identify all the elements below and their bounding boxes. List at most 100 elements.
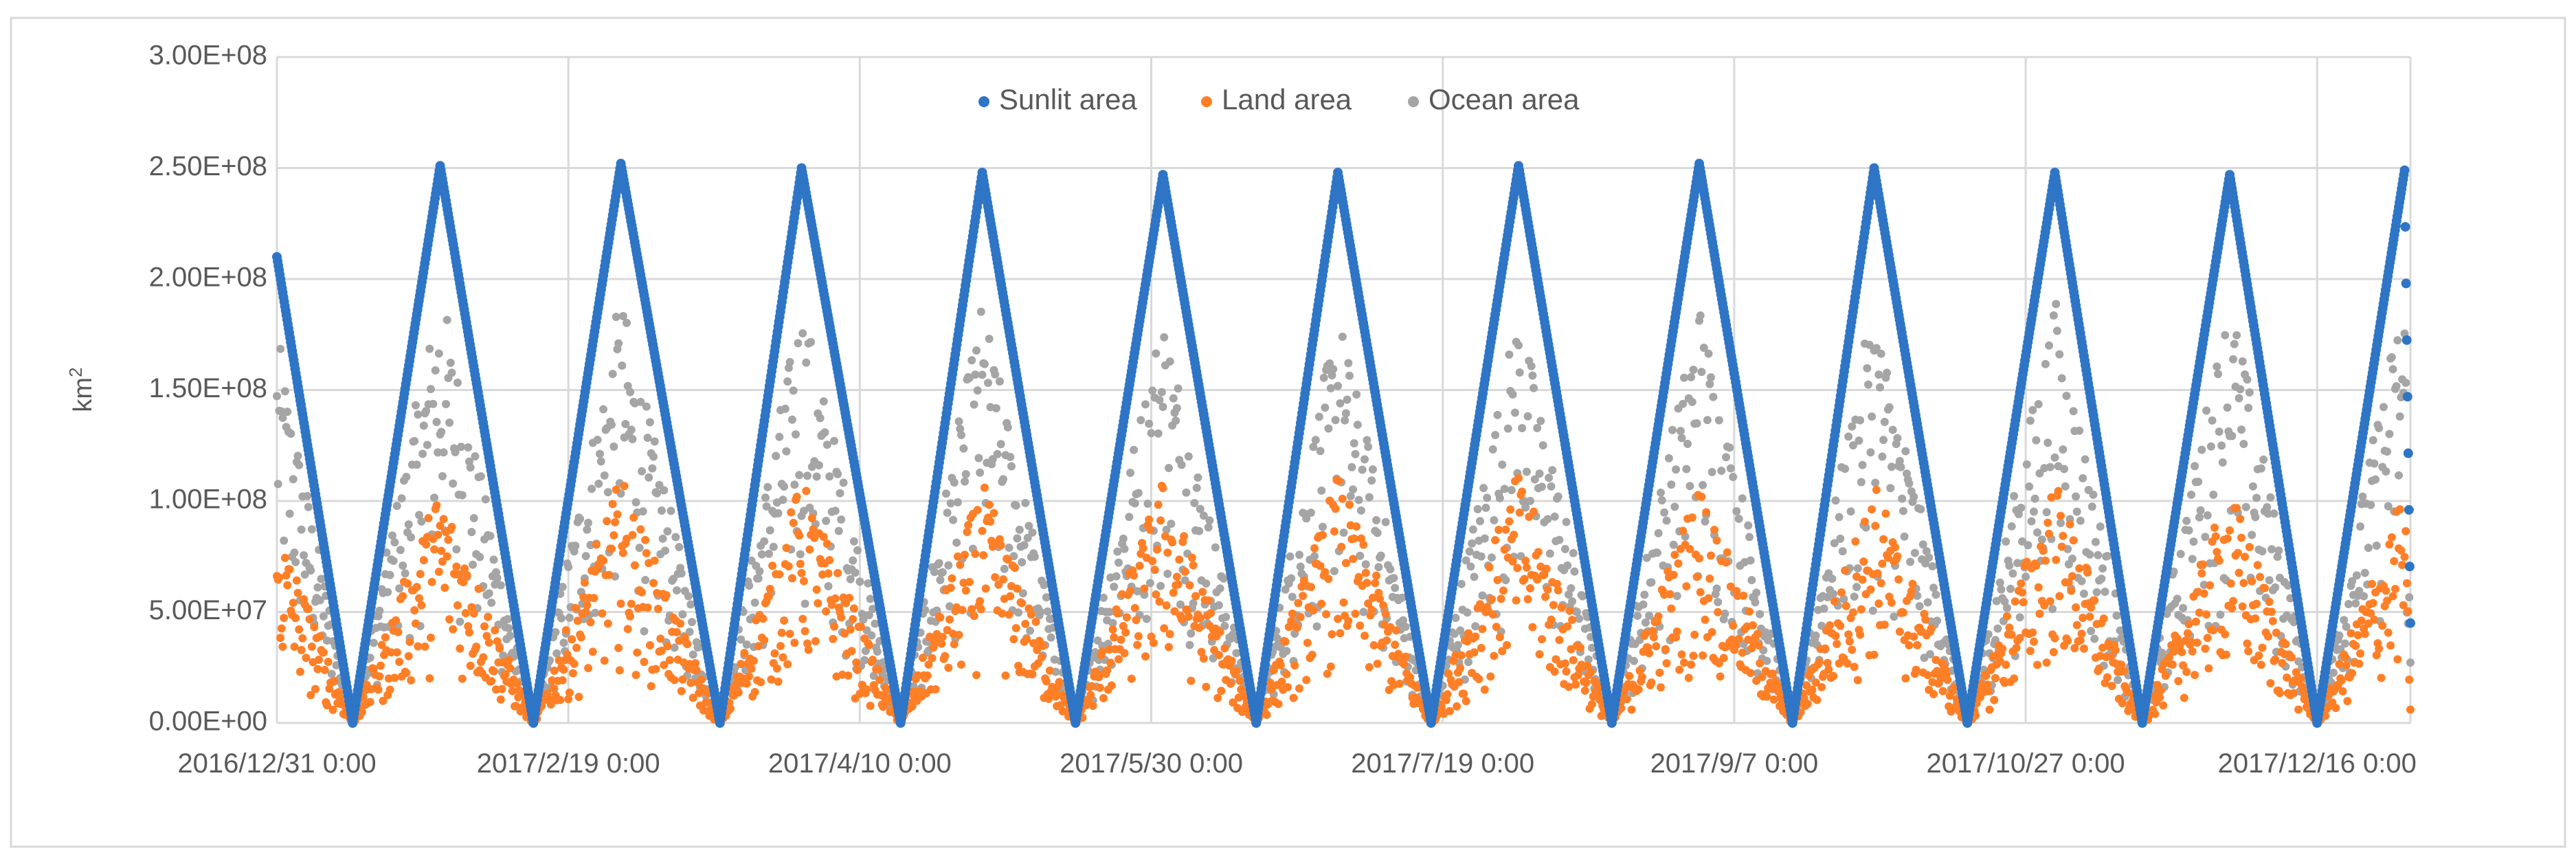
land-area-point (2264, 632, 2272, 641)
ocean-area-point (614, 340, 623, 348)
land-area-point (2267, 608, 2276, 616)
ocean-area-point (2379, 403, 2388, 411)
land-area-point (1174, 580, 1183, 588)
land-area-point (328, 706, 337, 714)
land-area-point (2281, 640, 2289, 648)
ocean-area-point (1166, 357, 1174, 366)
ocean-area-point (646, 418, 654, 426)
land-area-point (1893, 553, 1901, 561)
land-area-point (783, 660, 792, 669)
land-area-point (802, 487, 810, 495)
ocean-area-point (1561, 545, 1569, 553)
ocean-area-point (667, 507, 675, 515)
land-area-point (1140, 585, 1148, 593)
land-area-point (1657, 683, 1665, 691)
land-area-point (1302, 676, 1310, 684)
ocean-area-point (1554, 492, 1563, 500)
ocean-area-point (2385, 430, 2393, 438)
ocean-area-point (803, 471, 811, 480)
ocean-area-point (2073, 507, 2081, 515)
land-area-point (2259, 643, 2267, 652)
ocean-area-point (1665, 454, 1673, 463)
land-area-point (571, 604, 579, 612)
land-area-point (1263, 711, 1271, 719)
ocean-area-point (2371, 476, 2379, 484)
ocean-area-point (774, 509, 783, 518)
ocean-area-point (1928, 562, 1936, 570)
ocean-area-point (2195, 513, 2204, 522)
land-area-point (1628, 706, 1636, 714)
ocean-area-point (816, 414, 825, 422)
land-area-point (1345, 500, 1354, 509)
land-area-point (1702, 508, 1710, 516)
land-area-point (1317, 600, 1325, 608)
ocean-area-point (1747, 556, 1755, 564)
land-area-point (1881, 509, 1890, 518)
ocean-area-point (1205, 523, 1213, 531)
ocean-area-point (1678, 434, 1686, 442)
ocean-area-point (860, 656, 869, 664)
land-area-point (2226, 526, 2234, 535)
land-area-point (1909, 632, 1918, 641)
ocean-area-point (2242, 503, 2250, 511)
land-area-point (465, 628, 473, 636)
ocean-area-point (1036, 608, 1044, 616)
ocean-area-point (2098, 564, 2107, 572)
ocean-area-point (663, 527, 671, 535)
land-area-point (1939, 687, 1947, 695)
ocean-area-point (1478, 591, 1486, 599)
ocean-area-point (1474, 505, 1482, 513)
land-area-point (289, 599, 298, 607)
land-area-point (1913, 641, 1921, 649)
land-area-point (366, 698, 374, 706)
land-area-point (1344, 617, 1352, 625)
ocean-area-point (2045, 342, 2053, 350)
land-area-point (972, 671, 981, 679)
ocean-area-point (651, 437, 659, 445)
ocean-area-point (1997, 586, 2005, 594)
ocean-area-point (2396, 412, 2404, 421)
land-area-point (1303, 638, 1312, 647)
land-area-point (1392, 626, 1400, 634)
land-area-point (852, 658, 860, 667)
land-area-point (1623, 695, 1631, 703)
ocean-area-point (930, 568, 939, 576)
land-area-point (617, 599, 625, 608)
land-area-point (1475, 675, 1483, 683)
ocean-area-point (1523, 467, 1531, 476)
land-area-point (293, 577, 301, 585)
land-area-point (640, 658, 648, 666)
land-area-point (2191, 671, 2199, 679)
ocean-area-point (2267, 545, 2276, 553)
land-area-point (569, 669, 577, 678)
ocean-area-point (1835, 513, 1844, 521)
land-area-point (1012, 624, 1020, 632)
land-area-point (1984, 687, 1993, 695)
land-area-point (1512, 597, 1521, 605)
land-area-point (2188, 647, 2197, 656)
ocean-area-point (2068, 555, 2076, 563)
ocean-area-point (430, 493, 438, 502)
ocean-area-point (1342, 409, 1350, 417)
ocean-area-point (443, 316, 451, 324)
ocean-area-point (822, 517, 830, 525)
land-area-point (607, 544, 616, 553)
land-area-point (1697, 493, 1705, 501)
land-area-point (786, 630, 794, 638)
land-area-point (2224, 535, 2232, 543)
ocean-area-point (1878, 452, 1886, 460)
land-area-point (962, 586, 970, 594)
land-area-point (1453, 702, 1461, 711)
land-area-point (280, 614, 288, 622)
land-area-point (1153, 546, 1161, 554)
land-area-point (1655, 612, 1663, 621)
land-area-point (662, 591, 671, 599)
land-area-point (1856, 631, 1864, 639)
land-area-point (947, 583, 955, 592)
land-area-point (1022, 636, 1031, 644)
ocean-area-point (1869, 607, 1877, 615)
ocean-area-point (2351, 599, 2360, 608)
land-area-point (479, 653, 487, 661)
ocean-area-point (2360, 592, 2368, 601)
land-area-point (1462, 697, 1470, 705)
